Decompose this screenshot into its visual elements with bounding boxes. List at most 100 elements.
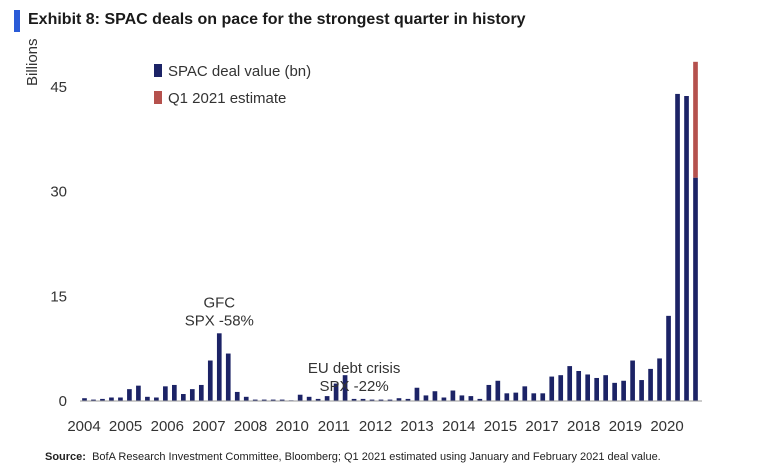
bar-deal-value [216, 333, 222, 401]
bar-deal-value [405, 398, 411, 401]
bar-deal-value [432, 391, 438, 401]
bar-deal-value [333, 383, 339, 401]
bar-deal-value [172, 384, 177, 401]
legend-label-estimate: Q1 2021 estimate [168, 90, 286, 107]
bar-deal-value [423, 395, 429, 401]
bar-deal-value [612, 382, 617, 401]
bar-deal-value [639, 380, 644, 401]
annotation-line: GFC [203, 294, 235, 311]
bar-deal-value [441, 397, 447, 401]
legend-swatch-deal-value [154, 64, 162, 77]
x-tick-label: 2014 [442, 418, 475, 435]
bar-deal-value [270, 399, 276, 401]
bar-deal-value [118, 397, 123, 401]
bar-deal-value [630, 360, 635, 401]
bar-deal-value [342, 375, 348, 401]
bar-deal-value [621, 380, 626, 401]
bar-deal-value [459, 395, 465, 401]
bar-deal-value [387, 399, 393, 401]
bar-deal-value [477, 398, 483, 401]
x-tick-label: 2020 [650, 418, 683, 435]
bar-deal-value [234, 391, 240, 401]
bar-deal-value [252, 399, 258, 401]
bar-deal-value [576, 370, 582, 401]
bar-deal-value [648, 368, 653, 401]
source-text: BofA Research Investment Committee, Bloo… [92, 451, 661, 463]
bar-deal-value [145, 396, 150, 401]
source-note: Source: BofA Research Investment Committ… [45, 451, 661, 463]
x-tick-label: 2004 [67, 418, 100, 435]
bars [82, 61, 698, 402]
x-tick-label: 2011 [318, 418, 350, 435]
bar-deal-value [513, 392, 519, 402]
x-tick-label: 2015 [484, 418, 517, 435]
bar-deal-value [261, 399, 267, 401]
x-tick-label: 2013 [400, 418, 433, 435]
bar-deal-value [585, 374, 591, 401]
bar-deal-value [396, 398, 402, 401]
bar-deal-value [531, 393, 537, 401]
x-tick-label: 2019 [609, 418, 642, 435]
x-tick-label: 2018 [567, 418, 600, 435]
bar-deal-value [198, 384, 204, 401]
bar-deal-value [225, 353, 231, 401]
bar-deal-value [549, 376, 555, 401]
bar-deal-value [360, 398, 366, 401]
bar-deal-value [82, 398, 87, 401]
bar-deal-value [181, 394, 186, 401]
x-tick-label: 2007 [192, 418, 225, 435]
bar-deal-value [154, 397, 159, 401]
bar-deal-value [369, 399, 375, 401]
chart-title: Exhibit 8: SPAC deals on pace for the st… [28, 11, 526, 28]
annotation-line: SPX -58% [185, 312, 254, 329]
bar-deal-value [324, 396, 330, 401]
bar-estimate [693, 61, 698, 178]
y-tick-label: 45 [50, 79, 67, 96]
bar-deal-value [603, 375, 608, 401]
bar-deal-value [163, 386, 168, 401]
source-label: Source: [45, 451, 86, 463]
bar-deal-value [657, 358, 662, 401]
y-tick-label: 30 [50, 184, 67, 201]
bar-deal-value [486, 384, 492, 401]
bar-deal-value [243, 396, 249, 401]
bar-deal-value [378, 399, 384, 401]
bar-deal-value [315, 398, 321, 401]
bar-deal-value [504, 393, 510, 401]
bar-deal-value [594, 377, 599, 401]
annotation-line: SPX -22% [319, 378, 388, 395]
bar-deal-value [675, 93, 680, 402]
bar-deal-value [693, 177, 698, 401]
bar-deal-value [540, 393, 546, 401]
bar-deal-value [297, 394, 303, 401]
bar-deal-value [567, 366, 573, 401]
bar-deal-value [666, 315, 671, 401]
x-axis: 2004 2005 2006 2007 2008 2010 2011 2012 2013 2014… [67, 418, 683, 435]
annotation-line: EU debt crisis [308, 360, 401, 377]
x-tick-label: 2012 [359, 418, 392, 435]
bar-deal-value [109, 397, 114, 401]
bar-deal-value [127, 389, 132, 401]
bar-deal-value [189, 389, 195, 401]
bar-deal-value [558, 375, 564, 401]
y-tick-label: 15 [50, 288, 67, 305]
bar-deal-value [100, 398, 105, 401]
y-tick-label: 0 [59, 393, 67, 410]
bar-deal-value [450, 390, 456, 401]
bar-deal-value [495, 380, 501, 401]
bar-deal-value [522, 386, 528, 401]
bar-deal-value [414, 387, 420, 401]
y-axis: 0 15 30 45 [50, 79, 67, 410]
bar-deal-value [306, 396, 312, 401]
bar-deal-value [351, 398, 357, 401]
bar-deal-value [468, 396, 474, 401]
chart-legend: SPAC deal value (bn) Q1 2021 estimate [154, 63, 311, 107]
x-tick-label: 2017 [525, 418, 558, 435]
bar-deal-value [207, 360, 213, 401]
bar-deal-value [279, 399, 285, 401]
legend-label-deal-value: SPAC deal value (bn) [168, 63, 311, 80]
x-tick-label: 2006 [151, 418, 184, 435]
bar-deal-value [684, 96, 689, 401]
